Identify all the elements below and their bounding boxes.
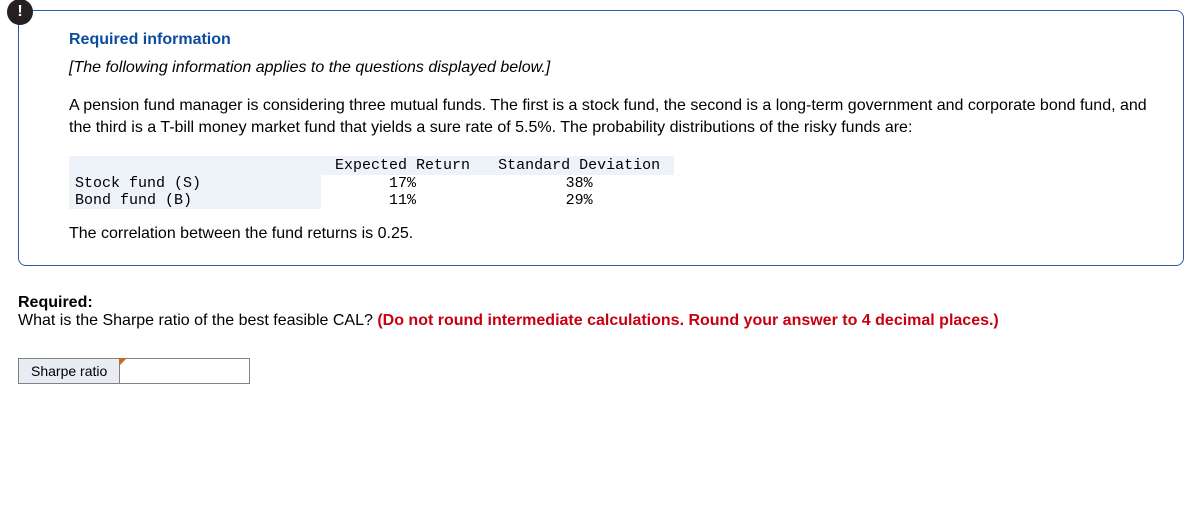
instruction-text: (Do not round intermediate calculations.… xyxy=(377,312,998,329)
required-information-title: Required information xyxy=(69,31,1157,49)
answer-row: Sharpe ratio xyxy=(18,358,1184,384)
fund-expected-return: 11% xyxy=(321,192,484,209)
required-information-panel: ! Required information [The following in… xyxy=(18,10,1184,266)
exclamation-icon: ! xyxy=(7,0,33,25)
fund-label: Stock fund (S) xyxy=(69,175,321,192)
required-section: Required: What is the Sharpe ratio of th… xyxy=(12,294,1184,384)
table-header-expected-return: Expected Return xyxy=(321,156,484,175)
applies-note: [The following information applies to th… xyxy=(69,59,1157,77)
fund-label: Bond fund (B) xyxy=(69,192,321,209)
required-label: Required: xyxy=(18,294,1184,312)
question-text: What is the Sharpe ratio of the best fea… xyxy=(18,312,1184,330)
sharpe-ratio-input[interactable] xyxy=(120,359,249,383)
answer-cell xyxy=(120,358,250,384)
table-header-standard-deviation: Standard Deviation xyxy=(484,156,674,175)
table-row: Bond fund (B) 11% 29% xyxy=(69,192,674,209)
fund-expected-return: 17% xyxy=(321,175,484,192)
fund-standard-deviation: 38% xyxy=(484,175,674,192)
correlation-text: The correlation between the fund returns… xyxy=(69,225,1157,243)
table-row: Stock fund (S) 17% 38% xyxy=(69,175,674,192)
cell-indicator-icon xyxy=(119,358,127,366)
funds-table: Expected Return Standard Deviation Stock… xyxy=(69,156,674,209)
answer-label: Sharpe ratio xyxy=(18,358,120,384)
problem-body-text: A pension fund manager is considering th… xyxy=(69,95,1149,138)
table-header-blank xyxy=(69,156,321,175)
fund-standard-deviation: 29% xyxy=(484,192,674,209)
